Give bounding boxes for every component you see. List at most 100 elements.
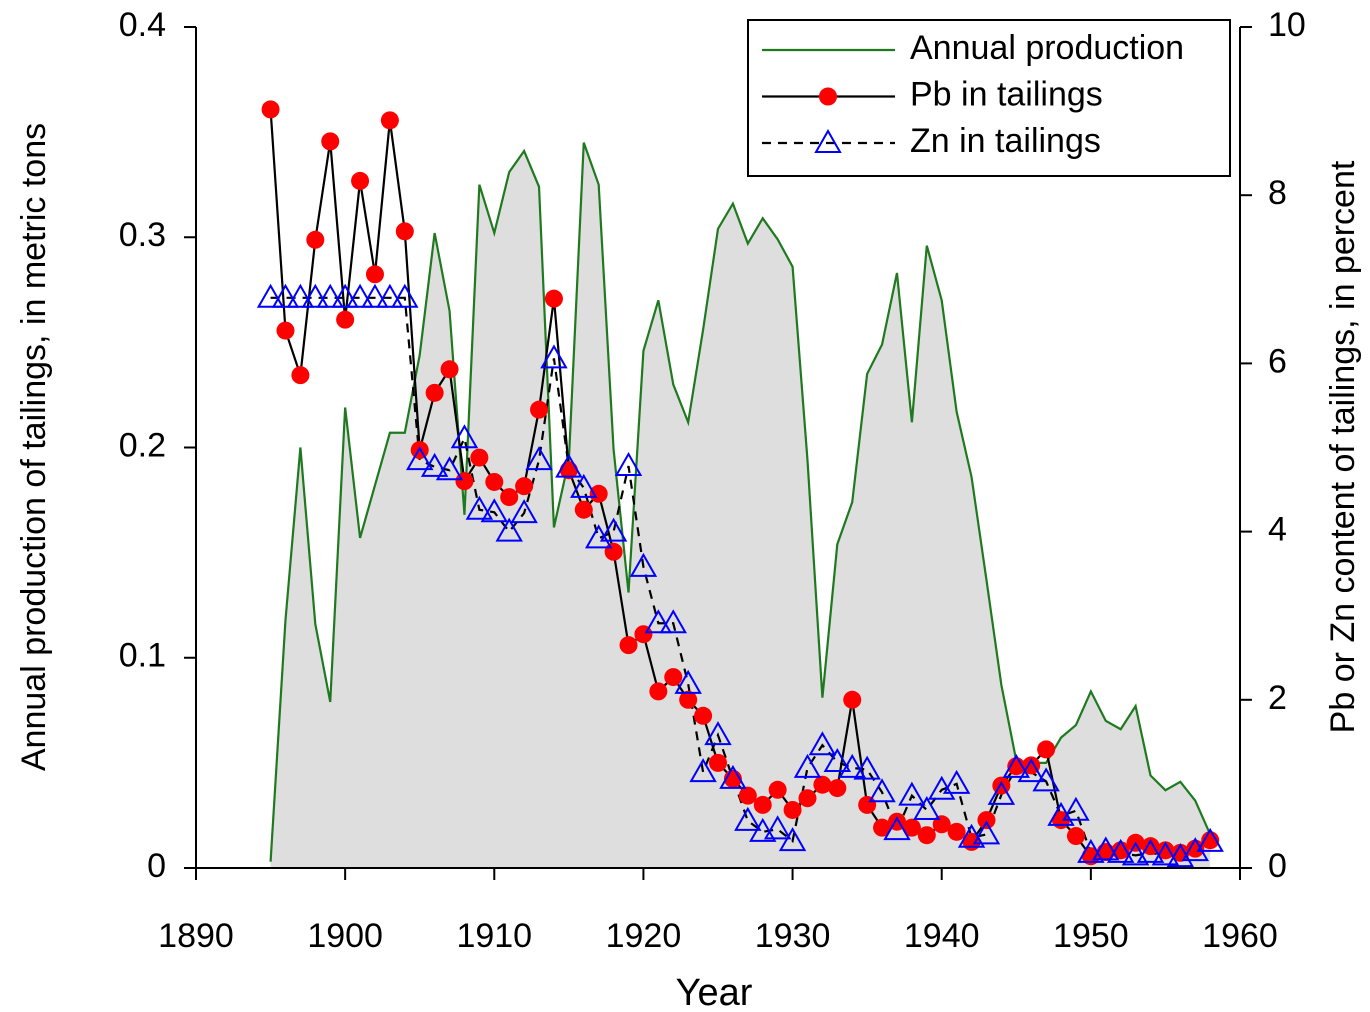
point-marker [763,815,792,840]
point-marker [942,769,971,794]
point-marker [435,456,464,481]
x-tick-label: 1960 [1202,917,1278,955]
point-marker [1007,757,1026,776]
point-marker [1081,847,1100,866]
y-axis-title: Annual production of tailings, in metric… [15,123,53,771]
point-marker [738,786,757,805]
point-marker [1077,838,1105,863]
point-marker [734,806,762,831]
point-marker [570,473,598,498]
point-marker [530,400,549,419]
point-marker [346,283,374,308]
y2-tick-label: 4 [1268,511,1287,549]
point-marker [1062,796,1090,821]
point-marker [838,753,866,778]
point-marker [858,795,877,814]
point-marker [778,827,807,852]
point-marker [425,383,444,402]
point-marker [1201,831,1220,850]
point-marker [321,132,340,151]
legend-label: Zn in tailings [910,122,1101,160]
point-marker [1037,740,1056,759]
point-marker [1186,839,1205,858]
point-marker [947,822,966,841]
point-marker [709,753,727,772]
point-marker [420,452,449,477]
point-marker [1092,836,1120,861]
point-marker [376,283,404,308]
point-marker [276,321,295,340]
point-marker [873,818,892,837]
point-marker [823,748,852,773]
point-marker [674,669,702,694]
point-marker [917,826,936,845]
area-fill [270,142,1211,868]
point-marker [574,500,593,519]
point-marker [361,283,389,308]
point-marker [540,344,568,369]
point-marker [819,87,837,106]
y-tick-label: 0 [147,847,166,885]
point-marker [480,498,509,523]
point-marker [913,795,941,820]
y2-tick-label: 0 [1268,847,1287,885]
point-marker [1196,827,1224,852]
point-marker [405,446,434,471]
point-marker [689,758,717,783]
point-marker [1106,838,1135,863]
point-marker [1032,767,1060,792]
point-marker [629,552,658,577]
point-marker [664,668,683,687]
point-marker [271,283,300,308]
point-marker [619,636,638,655]
point-marker [485,472,504,491]
point-marker [555,453,583,478]
point-marker [659,609,687,634]
y-tick-label: 0.4 [119,6,166,44]
point-marker [808,731,837,756]
x-tick-label: 1910 [456,917,532,955]
legend: Annual production Pb in tailings Zn in tai… [747,19,1231,177]
point-marker [843,690,862,709]
point-marker [515,477,534,496]
point-marker [719,764,747,789]
point-marker [440,360,459,379]
y-tick-label: 0.3 [119,216,166,254]
point-marker [1121,841,1150,866]
point-marker [828,779,847,798]
y2-axis-title: Pb or Zn content of tailings, in percent [1324,160,1362,733]
point-marker [1156,841,1175,860]
x-axis-title: Year [676,972,753,1012]
point-marker [1002,753,1031,778]
point-marker [395,222,414,241]
point-marker [1181,837,1209,862]
point-marker [301,283,330,308]
point-marker [972,820,1001,845]
x-tick-label: 1900 [307,917,383,955]
point-marker [351,171,370,190]
point-marker [544,289,563,308]
point-marker [902,818,921,837]
point-marker [1066,827,1085,846]
point-marker [1151,841,1180,866]
point-marker [768,780,787,799]
point-marker [749,817,777,842]
point-marker [465,495,494,520]
x-tick-label: 1940 [904,917,980,955]
y2-tick-label: 8 [1268,174,1287,212]
point-marker [793,753,822,778]
point-marker [814,128,842,153]
legend-label: Pb in tailings [910,75,1103,113]
point-marker [510,499,538,524]
y-tick-label: 0.2 [119,426,166,464]
y2-tick-label: 6 [1268,342,1287,380]
point-marker [604,542,623,561]
point-marker [898,781,926,806]
point-marker [987,780,1016,805]
x-tick-label: 1930 [755,917,831,955]
point-marker [868,778,896,803]
point-marker [291,366,310,385]
point-marker [1136,838,1165,863]
